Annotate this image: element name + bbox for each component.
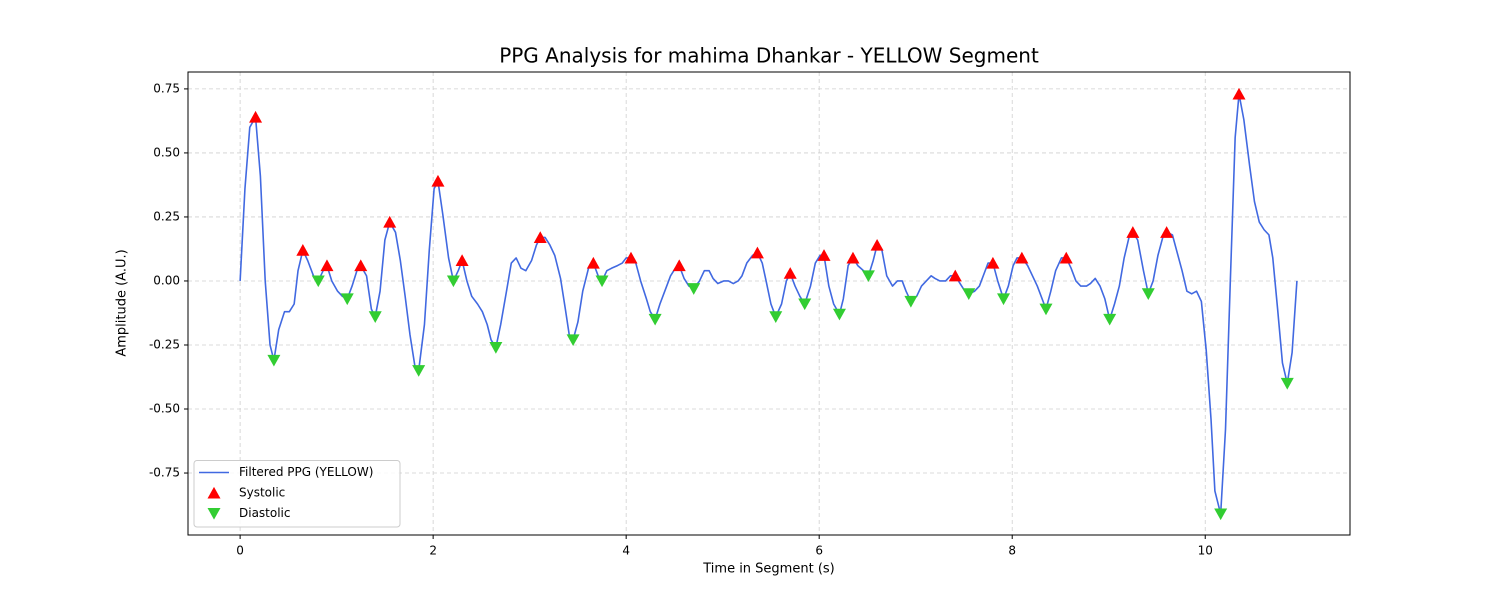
chart-title: PPG Analysis for mahima Dhankar - YELLOW… xyxy=(499,44,1039,68)
legend-box xyxy=(193,460,401,528)
x-tick-label: 6 xyxy=(815,544,823,558)
systolic-marker xyxy=(624,251,638,264)
x-tick-label: 8 xyxy=(1008,544,1016,558)
y-tick-label: 0.00 xyxy=(153,273,180,287)
diastolic-marker xyxy=(412,365,426,377)
diastolic-marker xyxy=(566,334,580,347)
diastolic-marker xyxy=(1103,313,1117,326)
systolic-marker xyxy=(354,259,368,272)
x-tick-label: 10 xyxy=(1198,544,1213,558)
diastolic-marker xyxy=(446,275,460,288)
diastolic-marker xyxy=(1039,303,1053,316)
y-tick-label: 0.25 xyxy=(153,209,180,223)
y-tick-label: -0.75 xyxy=(149,466,180,480)
diastolic-marker xyxy=(798,298,812,311)
systolic-marker xyxy=(672,259,686,272)
systolic-marker xyxy=(296,244,310,256)
diastolic-marker xyxy=(368,311,382,323)
diastolic-marker xyxy=(861,270,875,283)
diastolic-marker xyxy=(648,313,662,326)
legend: Filtered PPG (YELLOW) Systolic Diastolic xyxy=(193,460,401,528)
diastolic-marker xyxy=(489,342,503,354)
systolic-marker xyxy=(870,238,884,251)
systolic-marker xyxy=(948,269,962,282)
systolic-marker xyxy=(986,256,1000,269)
systolic-marker xyxy=(783,267,797,279)
systolic-marker xyxy=(383,215,397,228)
diastolic-marker xyxy=(769,311,783,323)
legend-label: Filtered PPG (YELLOW) xyxy=(239,465,373,479)
diastolic-marker xyxy=(832,308,846,321)
diastolic-marker xyxy=(267,354,281,367)
diastolic-marker xyxy=(1280,377,1294,390)
legend-marker xyxy=(207,507,221,520)
systolic-marker xyxy=(1232,87,1246,100)
systolic-marker xyxy=(750,246,764,259)
systolic-marker xyxy=(817,249,831,261)
legend-label: Diastolic xyxy=(239,506,291,520)
systolic-marker xyxy=(455,254,469,267)
systolic-marker xyxy=(1126,226,1140,238)
systolic-marker xyxy=(1015,251,1029,264)
diastolic-marker xyxy=(595,275,609,288)
x-axis-label: Time in Segment (s) xyxy=(702,562,834,577)
diastolic-marker xyxy=(311,275,325,288)
systolic-marker xyxy=(846,251,860,264)
y-axis-label: Amplitude (A.U.) xyxy=(115,249,130,356)
systolic-marker xyxy=(533,231,547,243)
diastolic-marker xyxy=(340,293,354,306)
x-tick-label: 2 xyxy=(429,544,437,558)
systolic-marker xyxy=(1160,226,1174,238)
legend-marker xyxy=(207,486,221,499)
y-tick-label: -0.25 xyxy=(149,337,180,351)
y-tick-label: 0.50 xyxy=(153,145,180,159)
systolic-marker xyxy=(1059,251,1073,264)
y-tick-label: -0.50 xyxy=(149,402,180,416)
plot-frame xyxy=(187,71,1351,536)
diastolic-marker xyxy=(687,283,701,295)
systolic-marker xyxy=(586,256,600,269)
x-tick-label: 0 xyxy=(236,544,244,558)
diastolic-marker xyxy=(997,293,1011,306)
diastolic-marker xyxy=(1141,288,1155,300)
x-tick-label: 4 xyxy=(622,544,630,558)
diastolic-marker xyxy=(962,288,976,300)
systolic-marker xyxy=(320,259,334,272)
systolic-marker xyxy=(431,174,445,187)
diastolic-marker xyxy=(904,295,918,308)
legend-label: Systolic xyxy=(239,486,285,500)
y-tick-label: 0.75 xyxy=(153,81,180,95)
diastolic-marker xyxy=(1214,508,1228,521)
systolic-marker xyxy=(249,110,263,123)
